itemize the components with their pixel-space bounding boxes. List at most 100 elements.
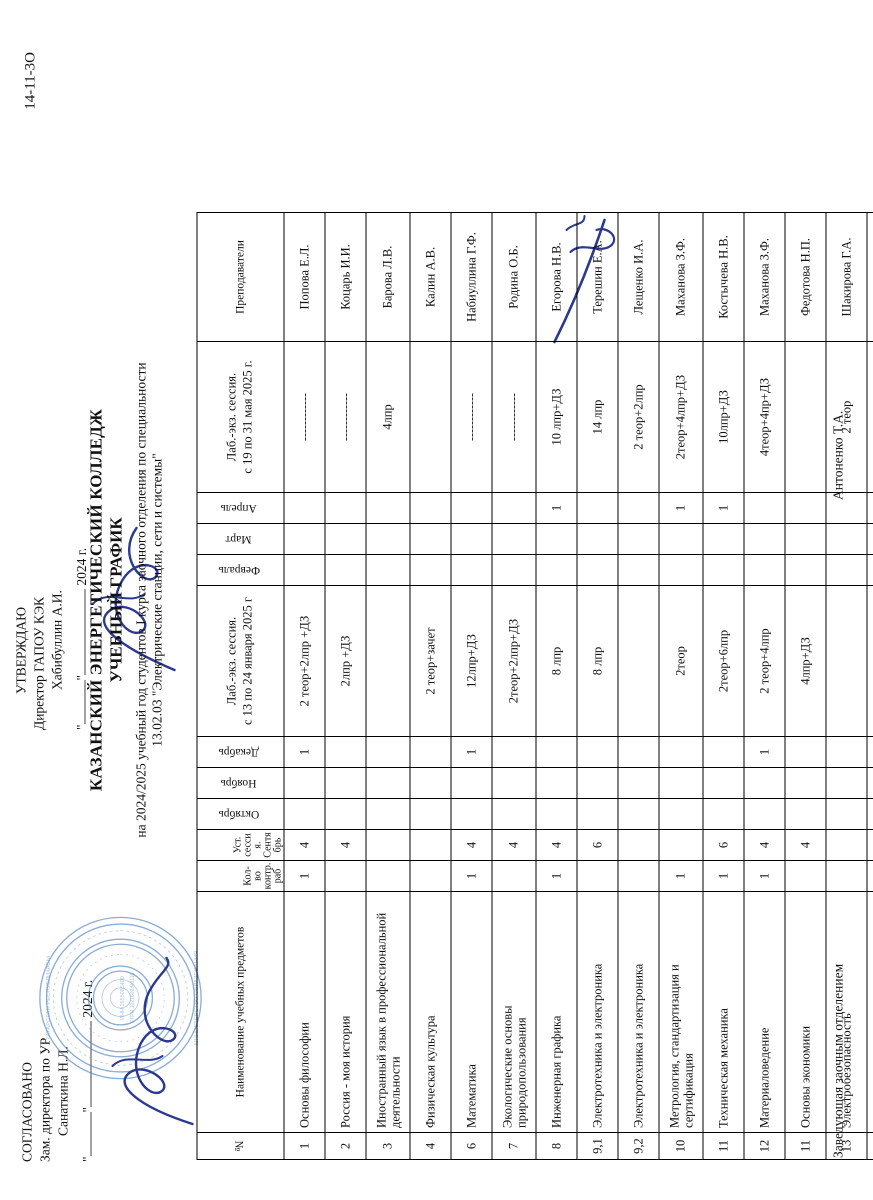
row-teacher: Шакирова Г.А. [825, 212, 867, 342]
approval-left-role: Зам. директора по УР [37, 1037, 53, 1162]
row-december [324, 736, 366, 768]
row-winter-session: 8 лпр [576, 585, 618, 737]
row-ust-session [365, 829, 410, 861]
row-december [365, 736, 410, 768]
row-winter-session: 2теор [658, 585, 703, 737]
row-subject: Правовые основы в профессиональной деяте… [866, 891, 873, 1133]
row-december [409, 736, 451, 768]
row-november [702, 767, 744, 799]
row-march [491, 523, 536, 555]
row-april [283, 492, 325, 524]
row-contr-works [365, 860, 410, 892]
row-october [365, 798, 410, 830]
table-row: 2 Россия - моя история 4 2лпр +ДЗ ----------… [324, 212, 366, 1160]
approval-block-left: СОГЛАСОВАНО Зам. директора по УР Санатки… [18, 980, 96, 1162]
row-march [283, 523, 325, 555]
row-no: 9,1 [576, 1132, 618, 1160]
row-subject: Метрология, стандартизация и сертификаци… [658, 891, 703, 1133]
header-march: Март [196, 523, 284, 555]
row-october [491, 798, 536, 830]
row-contr-works [825, 860, 867, 892]
row-december [702, 736, 744, 768]
row-march [324, 523, 366, 555]
row-spring-session: ------------ [450, 341, 492, 493]
row-teacher: Маханова З.Ф. [743, 212, 785, 342]
row-contr-works: 1 [743, 860, 785, 892]
row-february [409, 554, 451, 586]
header-winter-session: Лаб.-экз. сессия. с 13 по 24 января 2025… [196, 585, 284, 737]
row-teacher: Попова Е.Л. [283, 212, 325, 342]
table-row: 1 Основы философии 1 4 1 2 теор+2лпр +ДЗ -----… [283, 212, 325, 1160]
row-march [743, 523, 785, 555]
row-teacher: Лещенко И.А. [617, 212, 659, 342]
footer-name: Антоненко Т.А. [829, 410, 845, 500]
row-december [491, 736, 536, 768]
row-november [535, 767, 577, 799]
row-contr-works [491, 860, 536, 892]
row-ust-session: 4 [283, 829, 325, 861]
row-december [576, 736, 618, 768]
table-row: 3 Иностранный язык в профессиональной дея… [365, 212, 410, 1160]
row-february [784, 554, 826, 586]
row-march [825, 523, 867, 555]
row-ust-session: 6 [576, 829, 618, 861]
table-row: 10 Метрология, стандартизация и сертифика… [658, 212, 703, 1160]
row-spring-session: ------------ [491, 341, 536, 493]
row-contr-works [866, 860, 873, 892]
row-contr-works: 1 [450, 860, 492, 892]
row-november [784, 767, 826, 799]
row-april: 1 [535, 492, 577, 524]
row-october [450, 798, 492, 830]
title-block: КАЗАНСКИЙ ЭНЕРГЕТИЧЕСКИЙ КОЛЛЕДЖ УЧЕБНЫЙ… [86, 0, 165, 1200]
row-spring-session: 2 теор+2лпр [617, 341, 659, 493]
row-ust-session [409, 829, 451, 861]
row-april [784, 492, 826, 524]
row-april [576, 492, 618, 524]
row-october [324, 798, 366, 830]
row-no: 14 [866, 1132, 873, 1160]
row-teacher: Родина О.Б. [491, 212, 536, 342]
row-contr-works: 1 [658, 860, 703, 892]
row-october [784, 798, 826, 830]
row-teacher: Маханова З.Ф. [658, 212, 703, 342]
row-winter-session: 12лпр+ДЗ [450, 585, 492, 737]
group-code: 14-11-3О [22, 52, 38, 110]
row-subject: Россия - моя история [324, 891, 366, 1133]
title-document: УЧЕБНЫЙ ГРАФИК [106, 517, 125, 683]
row-december [617, 736, 659, 768]
row-spring-session [409, 341, 451, 493]
row-winter-session: 4лпр+ДЗ [784, 585, 826, 737]
row-april: 1 [658, 492, 703, 524]
row-winter-session [617, 585, 659, 737]
row-october [576, 798, 618, 830]
row-november [283, 767, 325, 799]
row-november [409, 767, 451, 799]
row-march [576, 523, 618, 555]
header-november: Ноябрь [196, 767, 284, 799]
row-february [866, 554, 873, 586]
row-november [324, 767, 366, 799]
row-december [866, 736, 873, 768]
header-october: Октябрь [196, 798, 284, 830]
row-march [450, 523, 492, 555]
title-specialty: 13.02.03 "Электрические станции, сети и … [149, 453, 164, 747]
row-winter-session [825, 585, 867, 737]
row-march [365, 523, 410, 555]
row-ust-session: 4 [535, 829, 577, 861]
approval-left-name: Санаткина Н.Л. [55, 1046, 71, 1136]
header-spring-session: Лаб.-экз. сессия. с 19 по 31 мая 2025 г. [196, 341, 284, 493]
row-february [450, 554, 492, 586]
row-february [702, 554, 744, 586]
row-ust-session [825, 829, 867, 861]
row-november [743, 767, 785, 799]
row-april [365, 492, 410, 524]
day-blank-right [70, 680, 86, 725]
row-ust-session [658, 829, 703, 861]
table-header-row: № Наименование учебных предметов Кол- во… [196, 212, 284, 1160]
row-november [576, 767, 618, 799]
row-december: 1 [450, 736, 492, 768]
row-no: 2 [324, 1132, 366, 1160]
row-april [450, 492, 492, 524]
title-subtitle: на 2024/2025 учебный год студентов I кур… [133, 362, 148, 838]
